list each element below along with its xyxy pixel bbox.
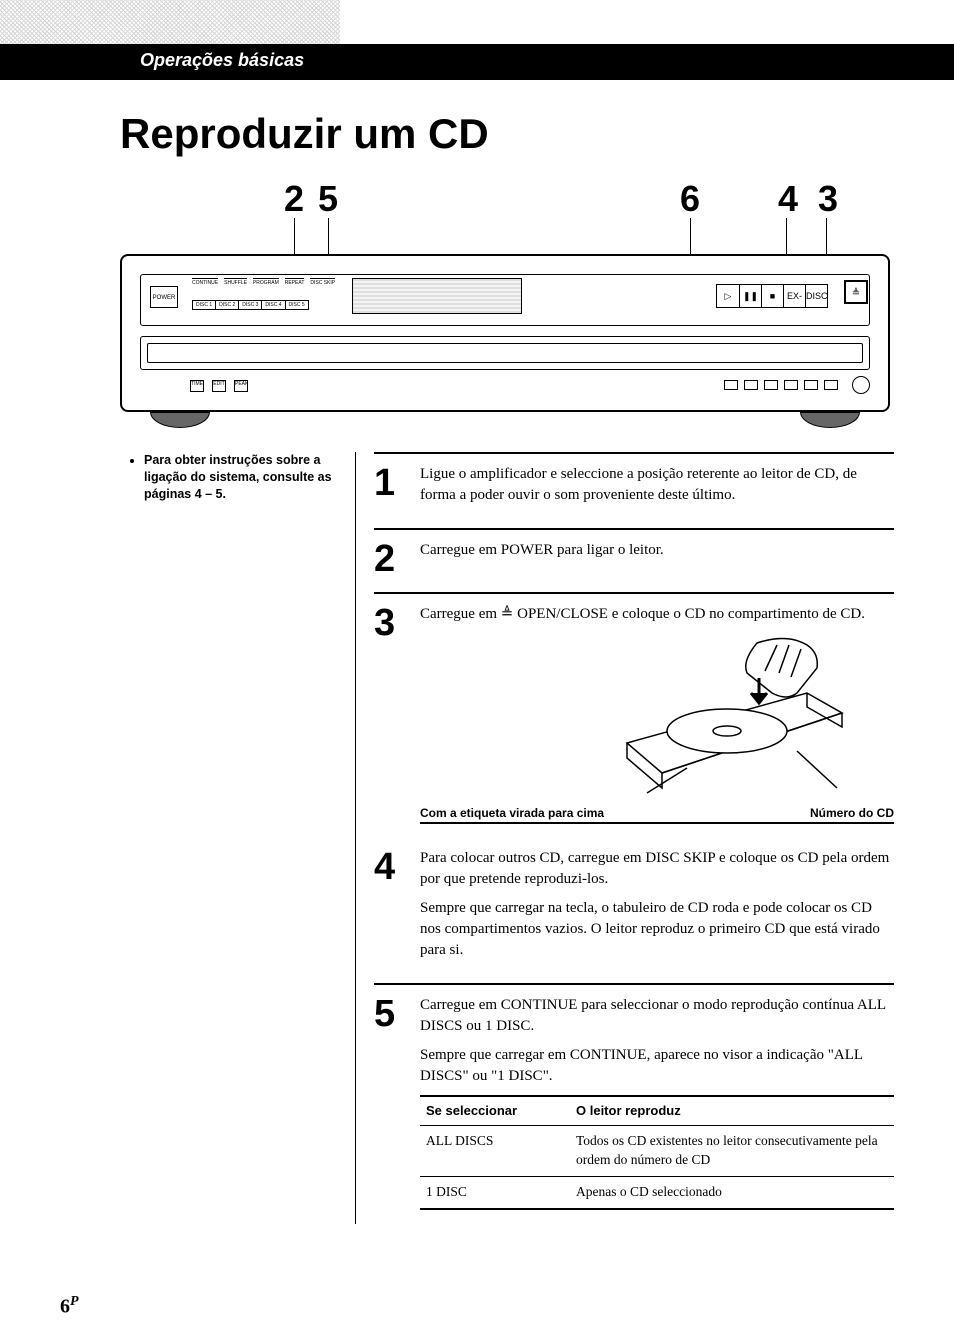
power-button: POWER (150, 286, 178, 308)
device-callout-numbers: 2 5 6 4 3 (120, 178, 954, 218)
mode-label: DISC SKIP (310, 278, 335, 286)
table-row: ALL DISCS Todos os CD existentes no leit… (420, 1125, 894, 1176)
callout-6: 6 (680, 178, 700, 220)
aux-buttons-right (724, 380, 838, 390)
step-body: Para colocar outros CD, carregue em DISC… (420, 848, 894, 969)
mode-label: CONTINUE (192, 278, 218, 286)
play-icon: ▷ (717, 285, 739, 307)
disc-button: DISC 3 (238, 300, 262, 310)
disc-tray-slot (140, 336, 870, 370)
callout-5: 5 (318, 178, 338, 220)
column-divider (355, 452, 356, 1224)
step: 5 Carregue em CONTINUE para seleccionar … (374, 983, 894, 1224)
step-text: Sempre que carregar na tecla, o tabuleir… (420, 898, 894, 961)
aux-button: TIME (190, 380, 204, 392)
aux-button: PEAK (234, 380, 248, 392)
mode-label: REPEAT (285, 278, 305, 286)
player-foot (800, 412, 860, 428)
aux-button (784, 380, 798, 390)
step: 4 Para colocar outros CD, carregue em DI… (374, 838, 894, 983)
step-number: 3 (374, 604, 404, 824)
page-title: Reproduzir um CD (120, 110, 954, 158)
aux-button (824, 380, 838, 390)
tray-figure (420, 633, 894, 803)
step-text: Sempre que carregar em CONTINUE, aparece… (420, 1045, 894, 1087)
table-cell: Apenas o CD seleccionado (570, 1176, 894, 1208)
step-text: Para colocar outros CD, carregue em DISC… (420, 848, 894, 890)
step-body: Carregue em ≜ OPEN/CLOSE e coloque o CD … (420, 604, 894, 824)
step-text: Carregue em CONTINUE para seleccionar o … (420, 995, 894, 1037)
callout-2: 2 (284, 178, 304, 220)
table-header: Se seleccionar (420, 1096, 570, 1126)
disc-button: DISC 5 (285, 300, 309, 310)
cd-tray-illustration (420, 633, 894, 798)
step-text: Ligue o amplificador e seleccione a posi… (420, 464, 894, 506)
sidebar-note-text: Para obter instruções sobre a ligação do… (144, 452, 337, 503)
disc-button: DISC 1 (192, 300, 216, 310)
step-body: Carregue em POWER para ligar o leitor. (420, 540, 894, 578)
table-cell: ALL DISCS (420, 1125, 570, 1176)
pause-icon: ❚❚ (739, 285, 761, 307)
aux-button (744, 380, 758, 390)
page-number: 6P (60, 1294, 79, 1319)
step-body: Ligue o amplificador e seleccione a posi… (420, 464, 894, 514)
table-row: 1 DISC Apenas o CD seleccionado (420, 1176, 894, 1208)
step: 1 Ligue o amplificador e seleccione a po… (374, 452, 894, 528)
step: 2 Carregue em POWER para ligar o leitor. (374, 528, 894, 592)
step-text: Carregue em ≜ OPEN/CLOSE e coloque o CD … (420, 604, 894, 625)
cd-player-illustration: POWER CONTINUE SHUFFLE PROGRAM REPEAT DI… (120, 218, 890, 428)
tray-captions: Com a etiqueta virada para cima Número d… (420, 805, 894, 824)
step-number: 5 (374, 995, 404, 1210)
disc-icon: DISC (805, 285, 827, 307)
disc-button: DISC 4 (261, 300, 285, 310)
step-body: Carregue em CONTINUE para seleccionar o … (420, 995, 894, 1210)
callout-3: 3 (818, 178, 838, 220)
stop-icon: ■ (761, 285, 783, 307)
jog-dial (852, 376, 870, 394)
step: 3 Carregue em ≜ OPEN/CLOSE e coloque o C… (374, 592, 894, 838)
steps-column: 1 Ligue o amplificador e seleccione a po… (374, 452, 954, 1224)
step-text: Carregue em POWER para ligar o leitor. (420, 540, 894, 561)
aux-button: EDIT (212, 380, 226, 392)
playback-mode-table: Se seleccionar O leitor reproduz ALL DIS… (420, 1095, 894, 1210)
table-header: O leitor reproduz (570, 1096, 894, 1126)
exchange-icon: EX- (783, 285, 805, 307)
step-number: 4 (374, 848, 404, 969)
table-cell: 1 DISC (420, 1176, 570, 1208)
mode-label: PROGRAM (253, 278, 279, 286)
mode-label: SHUFFLE (224, 278, 247, 286)
step-number: 2 (374, 540, 404, 578)
aux-button (764, 380, 778, 390)
callout-4: 4 (778, 178, 798, 220)
open-close-button: ≜ (844, 280, 868, 304)
tray-caption-left: Com a etiqueta virada para cima (420, 805, 604, 822)
disc-buttons: DISC 1 DISC 2 DISC 3 DISC 4 DISC 5 (192, 300, 308, 310)
tray-caption-right: Número do CD (810, 805, 894, 822)
player-body: POWER CONTINUE SHUFFLE PROGRAM REPEAT DI… (120, 254, 890, 412)
player-foot (150, 412, 210, 428)
aux-button (724, 380, 738, 390)
transport-buttons: ▷ ❚❚ ■ EX- DISC (716, 284, 828, 308)
aux-buttons-left: TIME EDIT PEAK (190, 380, 248, 392)
table-cell: Todos os CD existentes no leitor consecu… (570, 1125, 894, 1176)
mode-labels: CONTINUE SHUFFLE PROGRAM REPEAT DISC SKI… (192, 278, 335, 286)
display-window (352, 278, 522, 314)
page-number-value: 6 (60, 1296, 70, 1318)
disc-button: DISC 2 (215, 300, 239, 310)
step-number: 1 (374, 464, 404, 514)
aux-button (804, 380, 818, 390)
sidebar-note: Para obter instruções sobre a ligação do… (0, 452, 355, 1224)
page-number-suffix: P (70, 1294, 79, 1309)
